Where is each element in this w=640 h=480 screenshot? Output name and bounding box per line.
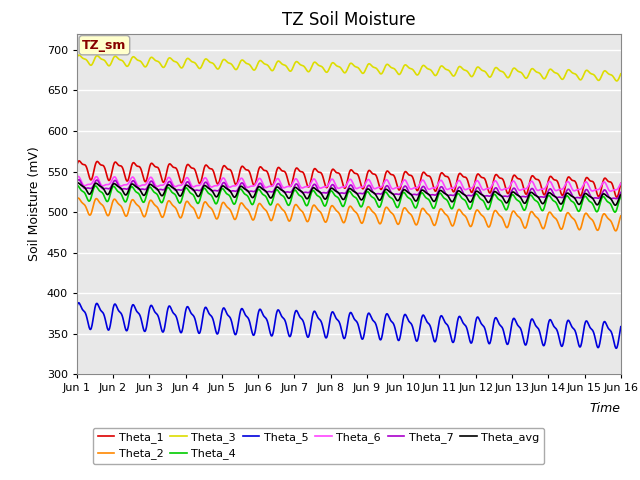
- Line: Theta_6: Theta_6: [77, 177, 621, 191]
- Theta_3: [73, 55, 81, 60]
- Theta_5: [617, 324, 625, 330]
- Theta_1: [316, 169, 323, 175]
- Y-axis label: Soil Moisture (mV): Soil Moisture (mV): [28, 146, 41, 262]
- Theta_6: [138, 182, 145, 188]
- Theta_7: [138, 186, 145, 192]
- Theta_3: [383, 61, 390, 67]
- Theta_4: [611, 209, 619, 215]
- Theta_3: [316, 63, 323, 69]
- Line: Theta_2: Theta_2: [77, 198, 621, 231]
- Theta_avg: [304, 195, 312, 201]
- Theta_2: [617, 213, 625, 219]
- Theta_avg: [74, 180, 82, 186]
- Theta_7: [383, 183, 390, 189]
- Theta_4: [316, 194, 323, 200]
- Theta_1: [383, 168, 390, 174]
- Theta_1: [304, 184, 312, 190]
- Theta_7: [75, 177, 83, 182]
- Theta_7: [325, 187, 333, 193]
- Theta_2: [316, 208, 323, 214]
- Theta_avg: [383, 187, 390, 192]
- Theta_3: [75, 52, 83, 58]
- Theta_6: [607, 188, 614, 194]
- Theta_7: [617, 190, 625, 195]
- Theta_4: [383, 190, 390, 196]
- Theta_5: [115, 309, 123, 314]
- Theta_3: [325, 66, 333, 72]
- Line: Theta_4: Theta_4: [77, 186, 621, 212]
- Theta_2: [304, 218, 312, 224]
- Theta_2: [74, 195, 82, 201]
- Theta_6: [115, 182, 123, 188]
- Theta_7: [115, 184, 123, 190]
- Theta_1: [73, 163, 81, 168]
- Theta_4: [325, 192, 333, 197]
- Theta_5: [73, 304, 81, 310]
- Theta_5: [138, 317, 145, 323]
- Line: Theta_5: Theta_5: [77, 303, 621, 348]
- Theta_2: [115, 202, 123, 207]
- Line: Theta_1: Theta_1: [77, 161, 621, 197]
- Theta_5: [316, 316, 323, 322]
- Theta_avg: [611, 202, 619, 208]
- Theta_avg: [138, 190, 145, 195]
- Theta_5: [304, 335, 312, 340]
- Text: Time: Time: [590, 402, 621, 415]
- Theta_avg: [617, 192, 625, 198]
- Theta_3: [138, 59, 145, 65]
- Theta_6: [316, 185, 323, 191]
- Theta_1: [115, 163, 123, 168]
- Theta_2: [612, 228, 620, 234]
- Theta_1: [75, 158, 83, 164]
- Theta_4: [617, 194, 625, 200]
- Text: TZ_sm: TZ_sm: [82, 39, 127, 52]
- Theta_4: [304, 202, 312, 207]
- Theta_1: [613, 194, 621, 200]
- Theta_7: [304, 190, 312, 195]
- Theta_5: [325, 324, 333, 329]
- Theta_1: [325, 179, 333, 184]
- Theta_3: [304, 69, 312, 74]
- Title: TZ Soil Moisture: TZ Soil Moisture: [282, 11, 415, 29]
- Legend: Theta_1, Theta_2, Theta_3, Theta_4, Theta_5, Theta_6, Theta_7, Theta_avg: Theta_1, Theta_2, Theta_3, Theta_4, Thet…: [93, 428, 544, 464]
- Theta_6: [383, 177, 390, 182]
- Line: Theta_avg: Theta_avg: [77, 183, 621, 205]
- Theta_avg: [325, 189, 333, 195]
- Theta_7: [73, 179, 81, 185]
- Theta_4: [73, 183, 81, 189]
- Theta_5: [383, 311, 390, 317]
- Theta_6: [325, 180, 333, 186]
- Line: Theta_7: Theta_7: [77, 180, 621, 199]
- Theta_6: [304, 184, 312, 190]
- Theta_6: [617, 180, 625, 186]
- Theta_5: [75, 300, 83, 306]
- Theta_avg: [115, 184, 123, 190]
- Theta_6: [73, 175, 81, 180]
- Theta_6: [74, 174, 82, 180]
- Theta_3: [613, 78, 621, 84]
- Theta_1: [138, 168, 145, 173]
- Theta_2: [383, 204, 390, 210]
- Theta_2: [73, 197, 81, 203]
- Theta_2: [138, 208, 145, 214]
- Theta_4: [138, 196, 145, 202]
- Theta_7: [612, 196, 620, 202]
- Theta_avg: [316, 189, 323, 194]
- Theta_3: [617, 71, 625, 77]
- Theta_1: [617, 180, 625, 186]
- Theta_5: [612, 346, 620, 351]
- Theta_4: [74, 183, 81, 189]
- Theta_3: [115, 57, 123, 62]
- Theta_avg: [73, 180, 81, 186]
- Theta_7: [316, 189, 323, 195]
- Theta_4: [115, 190, 123, 195]
- Theta_2: [325, 210, 333, 216]
- Line: Theta_3: Theta_3: [77, 55, 621, 81]
